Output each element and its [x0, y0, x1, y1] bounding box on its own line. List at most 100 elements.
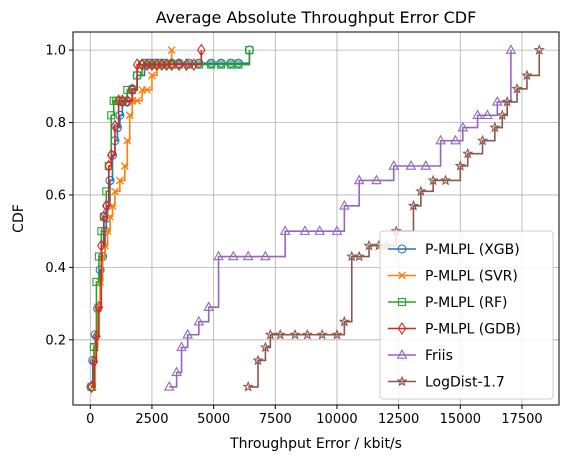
- data-point: [92, 277, 101, 286]
- y-tick-label: 1.0: [45, 44, 66, 59]
- data-point: [174, 58, 184, 72]
- x-tick-label: 2500: [135, 412, 168, 427]
- series-layer: [86, 43, 545, 394]
- y-axis-label: CDF: [11, 204, 27, 233]
- data-point: [505, 44, 517, 54]
- legend-swatch-marker: [397, 321, 407, 336]
- data-point: [388, 160, 400, 170]
- data-point: [415, 185, 427, 197]
- data-point: [102, 187, 111, 196]
- data-point: [102, 199, 111, 213]
- data-point: [279, 225, 291, 235]
- x-axis-label: Throughput Error / kbit/s: [229, 436, 402, 452]
- plot-frame: [72, 31, 560, 406]
- data-point: [110, 119, 120, 133]
- data-point: [92, 329, 101, 343]
- series-3: [87, 43, 206, 394]
- data-point: [203, 301, 215, 311]
- data-point: [93, 303, 102, 312]
- data-point: [216, 60, 226, 69]
- x-tick-label: 5000: [197, 412, 230, 427]
- data-point: [299, 225, 311, 235]
- data-point: [511, 82, 523, 94]
- data-point: [106, 148, 116, 162]
- data-point: [94, 252, 103, 261]
- data-point: [97, 227, 106, 236]
- data-point: [97, 239, 106, 253]
- data-point: [439, 174, 452, 186]
- data-point: [207, 60, 216, 69]
- data-point: [105, 175, 115, 186]
- x-tick-label: 17500: [501, 412, 542, 427]
- data-point: [115, 110, 125, 120]
- y-tick-label: 0.4: [45, 261, 66, 276]
- data-point: [242, 380, 254, 392]
- data-point: [176, 341, 187, 352]
- legend-item: Friis: [388, 348, 453, 364]
- y-tick-label: 0.2: [45, 333, 66, 348]
- data-point: [274, 328, 286, 340]
- data-point: [501, 95, 513, 107]
- x-tick-label: 10000: [316, 412, 357, 427]
- data-point: [189, 58, 199, 72]
- data-point: [316, 328, 328, 340]
- chart-title: Average Absolute Throughput Error CDF: [156, 8, 477, 27]
- data-point: [143, 85, 152, 94]
- data-point: [228, 250, 239, 261]
- data-point: [193, 315, 205, 326]
- data-point: [457, 121, 469, 132]
- data-point: [95, 265, 105, 275]
- legend-box: [379, 230, 554, 400]
- data-point: [133, 96, 142, 105]
- data-point: [259, 341, 272, 353]
- legend-swatch-marker: [397, 297, 407, 307]
- data-point: [182, 328, 194, 339]
- series-line: [91, 50, 251, 388]
- legend-label: P-MLPL (RF): [425, 295, 507, 311]
- data-point: [99, 210, 109, 224]
- data-point: [363, 239, 375, 251]
- data-point: [213, 250, 224, 261]
- data-point: [127, 83, 137, 97]
- data-point: [353, 174, 365, 185]
- data-point: [331, 328, 343, 340]
- data-point: [450, 134, 461, 145]
- data-point: [147, 71, 156, 80]
- data-point: [245, 46, 254, 55]
- data-point: [472, 109, 483, 120]
- legend-item: LogDist-1.7: [388, 375, 505, 391]
- legend-item: P-MLPL (GDB): [388, 322, 521, 338]
- data-point: [435, 134, 446, 145]
- data-point: [167, 58, 176, 72]
- ticks: 0 2500 5000 7500 10000 12500 15000 17500 0.2 0.4 0…: [45, 44, 542, 427]
- y-tick-label: 0.8: [45, 116, 66, 131]
- legend-item: P-MLPL (RF): [388, 295, 507, 311]
- data-point: [182, 58, 191, 72]
- data-point: [454, 160, 466, 171]
- legend-label: P-MLPL (XGB): [425, 242, 520, 258]
- data-point: [339, 199, 350, 210]
- data-point: [482, 109, 493, 120]
- data-point: [331, 225, 343, 235]
- data-point: [252, 354, 264, 366]
- data-point: [123, 136, 132, 145]
- data-point: [338, 315, 350, 327]
- data-point: [108, 201, 117, 210]
- data-point: [289, 328, 301, 340]
- data-point: [521, 69, 533, 81]
- data-point: [171, 366, 182, 377]
- data-point: [115, 176, 124, 185]
- legend-label: P-MLPL (SVR): [425, 269, 518, 285]
- data-point: [125, 111, 134, 120]
- data-point: [405, 160, 417, 170]
- legend-label: Friis: [425, 348, 453, 364]
- data-point: [167, 46, 176, 55]
- data-point: [94, 300, 104, 314]
- data-point: [114, 94, 123, 108]
- data-point: [476, 134, 489, 146]
- legend-label: LogDist-1.7: [425, 375, 505, 391]
- data-point: [87, 380, 96, 394]
- legend-swatch-marker: [396, 375, 408, 387]
- data-point: [407, 199, 420, 211]
- data-point: [242, 250, 254, 261]
